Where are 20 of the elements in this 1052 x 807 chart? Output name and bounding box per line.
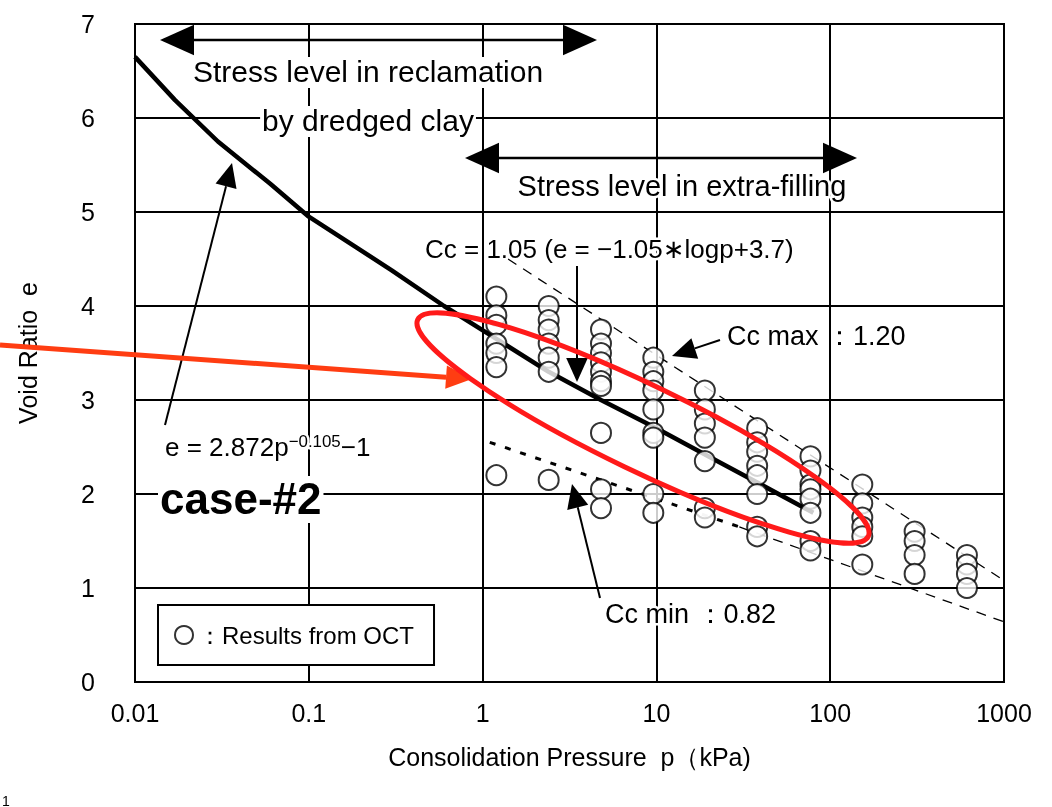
x-axis-title: Consolidation Pressure p（kPa) — [388, 742, 751, 771]
x-tick-label: 10 — [642, 698, 671, 727]
x-tick-label: 0.01 — [110, 698, 160, 727]
text: 1 — [2, 793, 10, 807]
y-tick-label: 6 — [81, 104, 95, 132]
annotation: Cc max ：1.20 — [727, 321, 906, 351]
x-tick-label: 1000 — [976, 698, 1032, 727]
annotation: Stress level in reclamation by dredged clay — [192, 55, 544, 137]
y-tick-label: 4 — [81, 292, 96, 320]
y-tick-label: 2 — [81, 480, 95, 508]
legend-label: ：Results from OCT — [198, 621, 415, 649]
x-tick-label: 100 — [809, 698, 852, 727]
y-tick-label: 3 — [81, 386, 95, 414]
y-tick-label: 1 — [81, 574, 95, 602]
x-tick-label: 1 — [475, 698, 490, 727]
y-tick-label: 7 — [81, 10, 95, 38]
y-tick-label: 0 — [81, 668, 95, 696]
annotation: case-#2 — [160, 474, 322, 523]
y-tick-label: 5 — [81, 198, 95, 226]
x-tick-label: 0.1 — [291, 698, 327, 727]
